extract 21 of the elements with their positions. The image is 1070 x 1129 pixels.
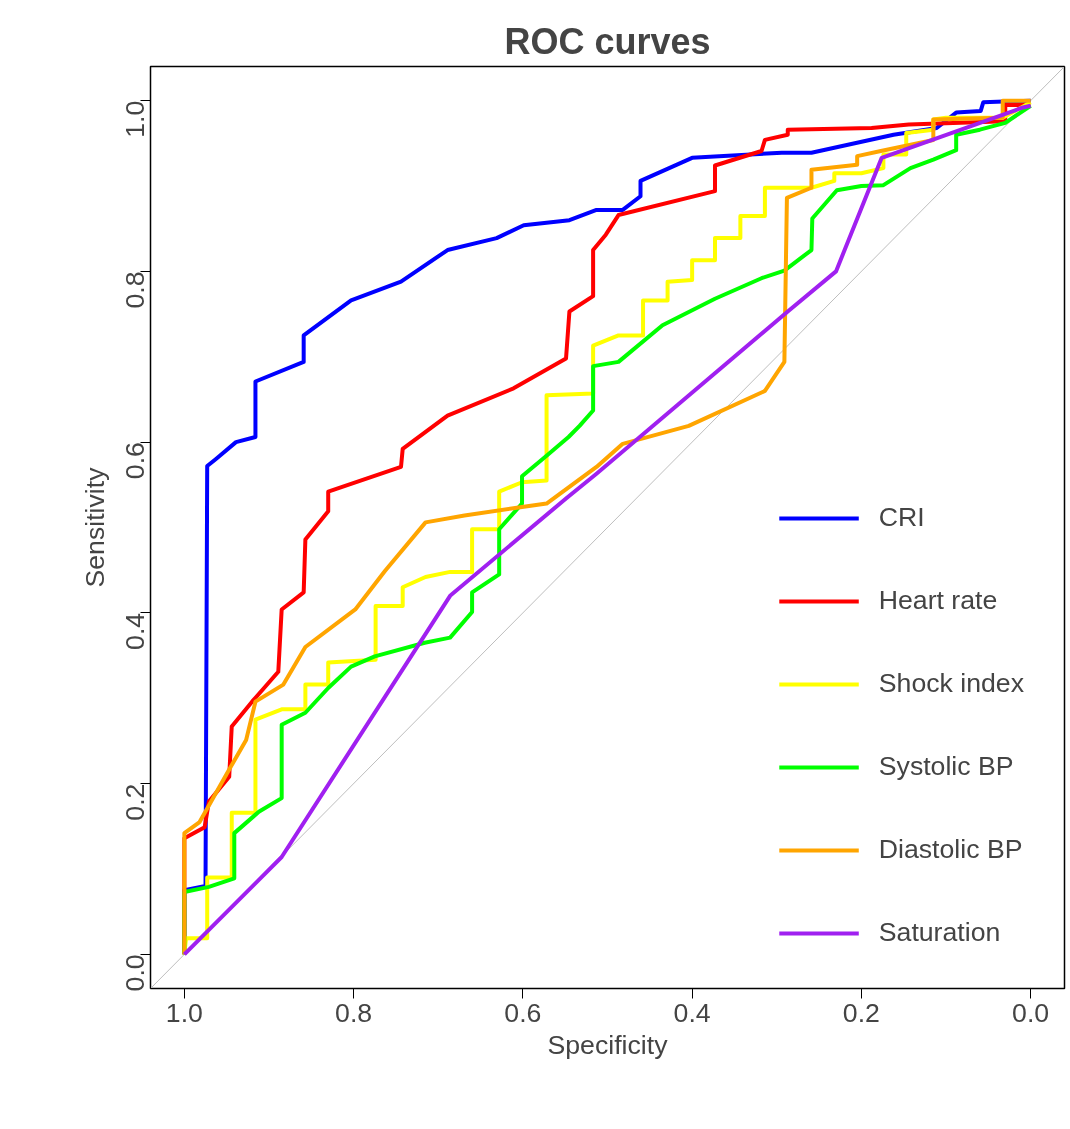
y-tick-label: 0.0 (120, 954, 151, 992)
legend-label: Shock index (878, 668, 1024, 699)
legend-label: CRI (878, 502, 925, 533)
x-tick-label: 0.4 (673, 997, 711, 1028)
x-tick-label: 0.0 (1012, 997, 1050, 1028)
y-tick-label: 0.2 (120, 783, 151, 821)
y-tick-label: 0.6 (120, 442, 151, 480)
x-tick-label: 0.6 (504, 997, 542, 1028)
y-tick-label: 0.8 (120, 271, 151, 309)
legend-label: Heart rate (878, 585, 998, 616)
chart-title: ROC curves (504, 20, 711, 62)
x-axis-title: Specificity (547, 1029, 669, 1060)
x-tick-label: 0.2 (842, 997, 880, 1028)
y-axis-title: Sensitivity (79, 466, 110, 588)
y-tick-label: 1.0 (120, 100, 151, 138)
legend-label: Saturation (878, 917, 1001, 948)
legend-label: Diastolic BP (878, 834, 1023, 865)
x-tick-label: 1.0 (165, 997, 203, 1028)
legend-label: Systolic BP (878, 751, 1014, 782)
x-tick-label: 0.8 (335, 997, 373, 1028)
y-tick-label: 0.4 (120, 612, 151, 650)
